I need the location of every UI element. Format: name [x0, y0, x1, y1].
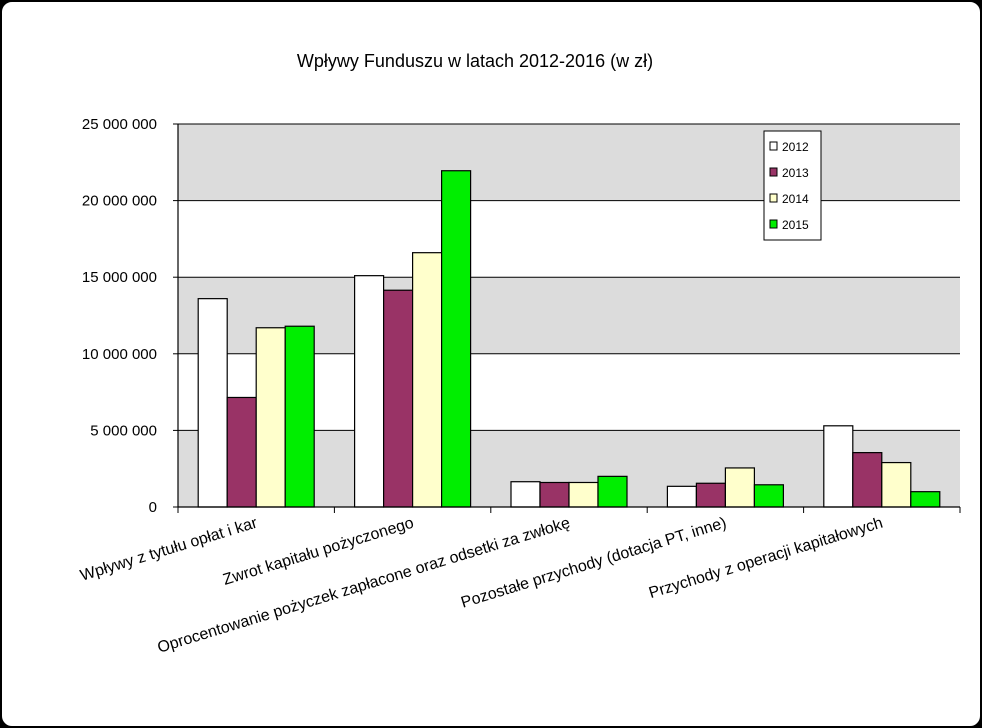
chart-title: Wpływy Funduszu w latach 2012-2016 (w zł… [297, 51, 653, 71]
bar-2013-4 [695, 482, 727, 508]
y-tick-label: 15 000 000 [82, 269, 157, 286]
bar-2015-3 [597, 475, 628, 508]
bar-2015-2 [441, 170, 472, 508]
y-axis-ticks: 0 5 000 000 10 000 000 15 000 000 20 000 000… [82, 116, 157, 516]
bar-2013-2 [383, 289, 414, 508]
bar-2012-1 [197, 298, 228, 508]
legend-label-2013: 2013 [782, 166, 809, 180]
legend: 2012 2013 2014 2015 [763, 130, 822, 241]
bar-2015-4 [753, 484, 785, 508]
bars [197, 170, 941, 508]
bar-2014-3 [568, 481, 599, 508]
plot-band [178, 124, 960, 201]
bar-2015-1 [284, 325, 315, 508]
legend-swatch-2015 [769, 219, 778, 229]
bar-2012-4 [666, 485, 698, 508]
legend-label-2012: 2012 [782, 140, 809, 154]
bar-2014-1 [255, 327, 286, 508]
y-tick-label: 25 000 000 [82, 116, 157, 133]
category-label: Pozostałe przychody (dotacja PT, inne) [459, 515, 728, 612]
bar-2012-5 [823, 425, 854, 508]
bar-2014-5 [881, 461, 912, 508]
legend-label-2015: 2015 [782, 218, 809, 232]
plot-band [178, 200, 960, 278]
y-tick-label: 0 [149, 499, 157, 516]
legend-swatch-2013 [769, 167, 778, 177]
bar-2013-1 [226, 396, 257, 508]
legend-swatch-2014 [769, 193, 778, 203]
axes [173, 123, 961, 513]
bar-2015-5 [910, 491, 941, 508]
y-tick-label: 10 000 000 [82, 346, 157, 363]
bar-2013-3 [539, 481, 570, 508]
bar-2014-4 [724, 467, 756, 508]
legend-swatch-2012 [769, 141, 778, 151]
legend-label-2014: 2014 [782, 192, 809, 206]
y-tick-label: 5 000 000 [90, 422, 157, 439]
bar-2012-2 [354, 275, 385, 508]
bar-2014-2 [412, 252, 443, 508]
bar-2013-5 [852, 452, 883, 508]
y-tick-label: 20 000 000 [82, 193, 157, 210]
bar-2012-3 [510, 481, 541, 508]
